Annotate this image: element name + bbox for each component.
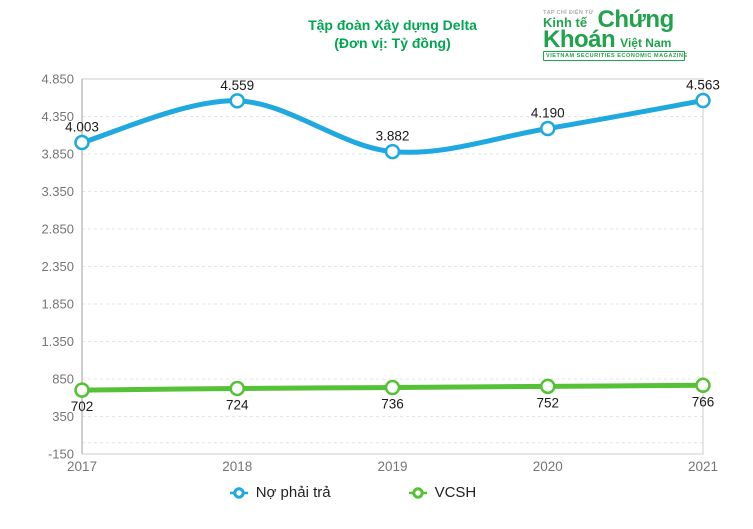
data-point[interactable]	[695, 92, 711, 109]
data-label: 3.882	[376, 129, 410, 144]
chart-title-unit: (Đơn vị: Tỷ đồng)	[334, 35, 451, 51]
legend-item-no-phai-tra[interactable]: Nợ phải trả	[229, 484, 331, 501]
magazine-logo: TẠP CHÍ ĐIỆN TỬ Kinh tế Chứng Khoán Việt…	[543, 6, 723, 61]
y-tick-label: 350	[52, 409, 74, 424]
data-label: 752	[536, 395, 559, 410]
y-tick-label: 4.350	[41, 109, 74, 124]
logo-word-chung: Chứng	[597, 6, 675, 33]
data-label: 736	[381, 397, 404, 412]
y-tick-label: 2.850	[41, 222, 74, 237]
data-point[interactable]	[540, 378, 556, 395]
legend-marker-liabilities-icon	[229, 486, 248, 499]
data-label: 4.190	[531, 106, 565, 121]
logo-banner: VIETNAM SECURITIES ECONOMIC MAGAZINE	[543, 51, 687, 61]
logo-row-top: TẠP CHÍ ĐIỆN TỬ Kinh tế Chứng	[543, 6, 723, 33]
data-label: 4.003	[65, 120, 99, 135]
legend-label-vcsh: VCSH	[434, 484, 477, 501]
data-point[interactable]	[384, 379, 401, 396]
data-point[interactable]	[540, 120, 556, 137]
y-tick-label: 850	[52, 372, 74, 387]
data-point[interactable]	[74, 134, 90, 151]
logo-row-bottom: Khoán Việt Nam	[543, 26, 723, 53]
chart-title: Tập đoàn Xây dựng Delta (Đơn vị: Tỷ đồng…	[82, 16, 703, 52]
legend-item-vcsh[interactable]: VCSH	[408, 484, 477, 501]
x-tick-label: 2019	[377, 459, 407, 474]
legend-label-no-phai-tra: Nợ phải trả	[255, 484, 331, 501]
y-tick-label: 1.850	[41, 297, 74, 312]
y-tick-label: -150	[48, 447, 74, 462]
y-tick-label: 1.350	[41, 334, 74, 349]
logo-tagline: TẠP CHÍ ĐIỆN TỬ	[543, 10, 594, 16]
logo-word-viet-nam: Việt Nam	[620, 36, 672, 50]
data-point[interactable]	[229, 380, 245, 397]
y-tick-label: 4.850	[41, 72, 74, 87]
x-tick-label: 2021	[688, 459, 718, 474]
y-tick-label: 2.350	[41, 259, 74, 274]
y-tick-label: 3.850	[41, 147, 74, 162]
x-tick-label: 2020	[533, 459, 563, 474]
legend-marker-equity-icon	[408, 486, 427, 499]
data-label: 702	[71, 399, 94, 414]
data-label: 724	[226, 397, 249, 412]
data-point[interactable]	[384, 143, 401, 160]
x-tick-label: 2017	[67, 459, 97, 474]
data-label: 766	[692, 394, 715, 409]
data-point[interactable]	[74, 382, 90, 398]
data-label: 4.559	[220, 78, 254, 93]
data-point[interactable]	[695, 377, 711, 394]
chart-legend: Nợ phải trả VCSH	[0, 484, 706, 501]
chart-title-line1: Tập đoàn Xây dựng Delta	[308, 17, 477, 33]
data-label: 4.563	[686, 78, 720, 93]
logo-word-kinh-te: Kinh tế	[543, 15, 588, 30]
y-tick-label: 3.350	[41, 184, 74, 199]
logo-word-khoan: Khoán	[543, 26, 616, 53]
x-tick-label: 2018	[222, 459, 252, 474]
data-point[interactable]	[229, 93, 245, 109]
